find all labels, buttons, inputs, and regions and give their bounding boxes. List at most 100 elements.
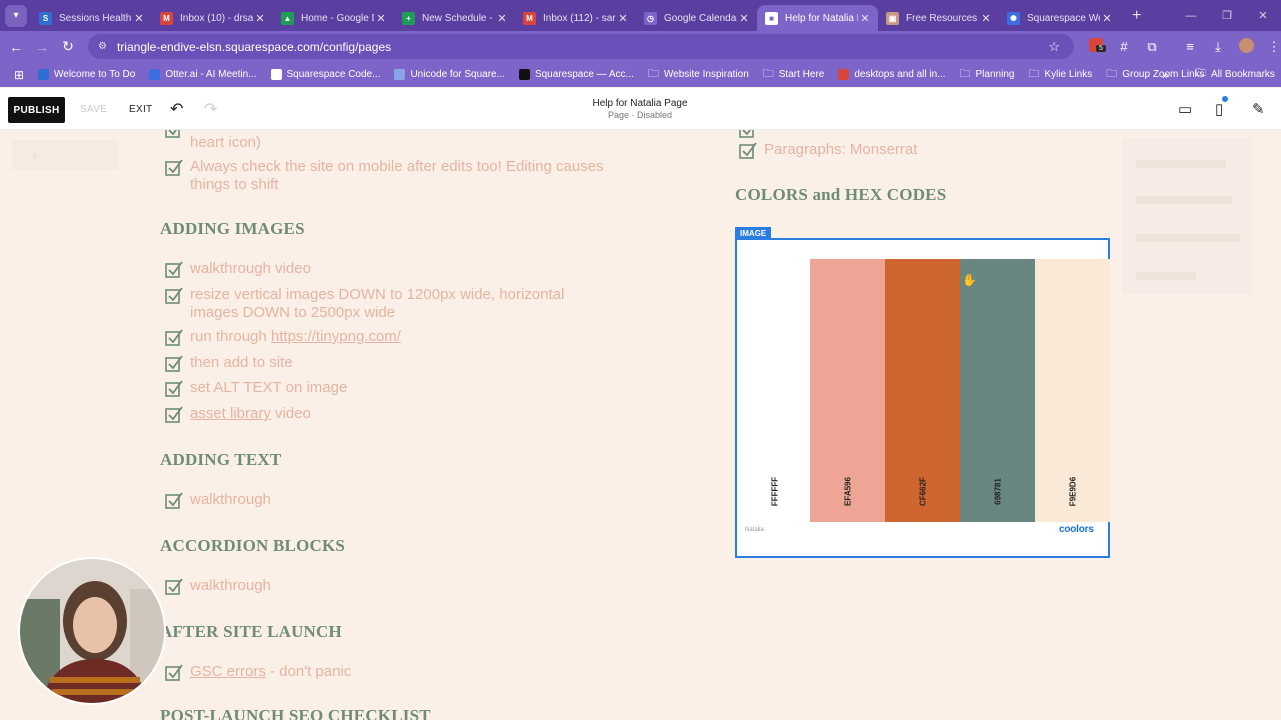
browser-tab[interactable]: ▣ Free Resources —✕ — [878, 5, 999, 31]
bookmark-item[interactable]: 🗀 Group Zoom Links — [1106, 68, 1204, 80]
list-item: heart icon) — [190, 134, 261, 151]
browser-tab[interactable]: M Inbox (112) - sara ✕ — [515, 5, 636, 31]
tab-favicon-icon: ✺ — [1007, 11, 1020, 25]
tab-search-icon[interactable]: ▾ — [5, 4, 27, 27]
browser-tab[interactable]: S Sessions Health | ✕ — [31, 5, 152, 31]
forward-icon[interactable]: → — [35, 38, 49, 55]
bookmark-item[interactable]: desktops and all in... — [838, 69, 946, 80]
new-tab-icon[interactable]: + — [1132, 6, 1142, 24]
browser-tab[interactable]: ✺ Squarespace Web✕ — [999, 5, 1120, 31]
bookmark-item[interactable]: 🗀 Kylie Links — [1028, 68, 1093, 80]
coolors-logo: coolors — [1059, 524, 1094, 535]
bookmark-label: desktops and all in... — [854, 69, 946, 80]
bookmark-item[interactable]: 🗀 Start Here — [762, 68, 825, 80]
browser-tab[interactable]: ▲ Home - Google D ✕ — [273, 5, 394, 31]
grid-extension-icon[interactable]: # — [1120, 39, 1128, 54]
url-text: triangle-endive-elsn.squarespace.com/con… — [116, 39, 392, 54]
browser-tab[interactable]: ■ Help for Natalia P ✕ — [757, 5, 878, 31]
grab-cursor-icon: ✋ — [962, 273, 977, 287]
checkbox-icon — [165, 287, 183, 304]
extension-badge-icon[interactable]: 5 — [1082, 38, 1110, 55]
browser-tab[interactable]: M Inbox (10) - drsar ✕ — [152, 5, 273, 31]
bookmark-label: Welcome to To Do — [54, 69, 136, 80]
folder-icon: 🗀 — [647, 68, 659, 80]
tab-favicon-icon: M — [160, 11, 173, 25]
extensions-puzzle-icon[interactable]: ⧉ — [1147, 38, 1157, 54]
close-tab-icon[interactable]: ✕ — [739, 12, 749, 25]
close-tab-icon[interactable]: ✕ — [134, 12, 144, 25]
close-tab-icon[interactable]: ✕ — [860, 12, 870, 25]
download-icon[interactable]: ⤓ — [1215, 38, 1221, 54]
bookmark-star-icon[interactable]: ☆ — [1048, 38, 1060, 54]
bookmark-label: Otter.ai - AI Meetin... — [165, 69, 257, 80]
checkbox-icon — [165, 159, 183, 176]
gsc-errors-link[interactable]: GSC errors — [190, 663, 266, 680]
close-tab-icon[interactable]: ✕ — [981, 12, 991, 25]
url-field[interactable]: ⚙ triangle-endive-elsn.squarespace.com/c… — [88, 34, 1074, 59]
bookmark-item[interactable]: Squarespace Code... — [270, 69, 380, 80]
webcam-overlay — [18, 557, 166, 705]
undo-icon[interactable]: ↶ — [170, 101, 184, 118]
exit-button[interactable]: EXIT — [129, 104, 153, 115]
site-styles-icon[interactable]: ✎ — [1252, 101, 1265, 118]
desktop-view-icon[interactable]: ▭ — [1178, 101, 1193, 118]
bookmarks-bar: ⊞ Welcome to To Do Otter.ai - AI Meetin..… — [0, 62, 1281, 87]
list-item-line: Always check the site on mobile after ed… — [190, 158, 604, 175]
close-tab-icon[interactable]: ✕ — [618, 12, 628, 25]
bookmark-item[interactable]: Otter.ai - AI Meetin... — [149, 69, 257, 80]
bookmark-item[interactable]: Welcome to To Do — [38, 69, 135, 80]
tinypng-link[interactable]: https://tinypng.com/ — [270, 328, 401, 345]
save-button[interactable]: SAVE — [80, 104, 108, 115]
publish-button[interactable]: PUBLISH — [8, 97, 65, 123]
address-bar: ← → ↻ ⚙ triangle-endive-elsn.squarespace… — [0, 31, 1281, 62]
minimize-icon[interactable]: — — [1185, 9, 1197, 22]
folder-icon: 🗀 — [762, 68, 774, 80]
redo-icon[interactable]: ↷ — [204, 101, 218, 118]
tab-favicon-icon: ■ — [765, 11, 778, 25]
image-block-label: IMAGE — [735, 227, 772, 239]
profile-avatar[interactable] — [1232, 37, 1260, 56]
close-window-icon[interactable]: ✕ — [1258, 10, 1268, 22]
block-toolbar-ghost — [1122, 138, 1252, 294]
reload-icon[interactable]: ↻ — [62, 38, 74, 54]
bookmark-label: Kylie Links — [1044, 69, 1093, 80]
list-item: Always check the site on mobile after ed… — [190, 158, 604, 194]
bookmark-label: Planning — [975, 69, 1015, 80]
checkbox-icon — [165, 329, 183, 346]
bookmark-item[interactable]: 🗀 Planning — [960, 68, 1015, 80]
close-tab-icon[interactable]: ✕ — [376, 12, 386, 25]
reading-list-icon[interactable]: ≡ — [1186, 39, 1194, 54]
bookmark-item[interactable]: 🗀 Website Inspiration — [647, 68, 749, 80]
maximize-icon[interactable]: ❐ — [1222, 10, 1232, 22]
all-bookmarks-folder[interactable]: 🗀 All Bookmarks — [1196, 66, 1275, 83]
site-settings-icon[interactable]: ⚙ — [98, 41, 107, 52]
list-item: resize vertical images DOWN to 1200px wi… — [190, 286, 564, 322]
tab-title: Free Resources — — [906, 12, 979, 24]
section-heading: ACCORDION BLOCKS — [160, 536, 346, 555]
bookmark-list: Welcome to To Do Otter.ai - AI Meetin... S… — [38, 68, 1219, 80]
apps-grid-icon[interactable]: ⊞ — [13, 67, 25, 82]
checkbox-icon — [739, 142, 757, 159]
tab-title: Help for Natalia P — [785, 12, 858, 24]
browser-tab[interactable]: + New Schedule - G✕ — [394, 5, 515, 31]
extension-badge-count: 5 — [1096, 45, 1106, 52]
close-tab-icon[interactable]: ✕ — [1102, 12, 1112, 25]
more-bookmarks-icon[interactable]: » — [1162, 67, 1169, 82]
close-tab-icon[interactable]: ✕ — [497, 12, 507, 25]
tab-favicon-icon: + — [402, 11, 415, 25]
close-tab-icon[interactable]: ✕ — [255, 12, 265, 25]
back-icon[interactable]: ← — [9, 38, 23, 55]
browser-tab[interactable]: ◷ Google Calendar ✕ — [636, 5, 757, 31]
list-item: asset library video — [190, 405, 311, 423]
mobile-view-icon[interactable]: ▯ — [1215, 101, 1224, 118]
checkbox-icon — [739, 130, 754, 138]
list-item: GSC errors - don't panic — [190, 663, 351, 681]
bookmark-item[interactable]: Unicode for Square... — [394, 69, 505, 80]
browser-tab-strip: ▾ S Sessions Health | ✕ M Inbox (10) - drsar… — [0, 0, 1281, 31]
browser-menu-icon[interactable]: ⋮ — [1267, 38, 1281, 54]
asset-library-link[interactable]: asset library — [190, 405, 271, 422]
checkbox-icon — [165, 664, 183, 681]
tab-title: Google Calendar — [664, 12, 737, 24]
bookmark-item[interactable]: Squarespace — Acc... — [518, 69, 634, 80]
image-block[interactable]: Natalia coolors FFFFFF EFA596 CF662F 698781… — [735, 238, 1110, 558]
